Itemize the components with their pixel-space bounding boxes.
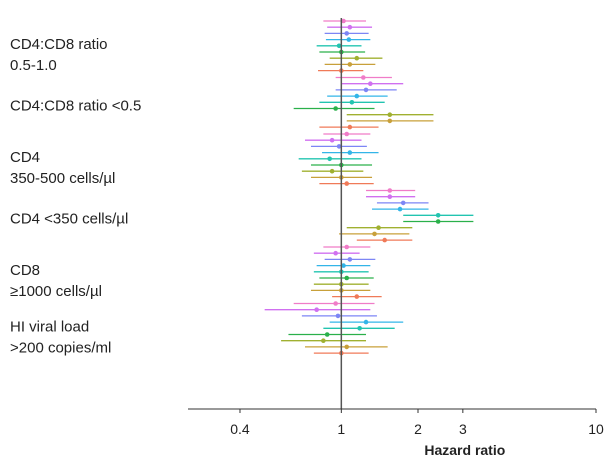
group-label: 350-500 cells/µl [10,170,115,187]
hazard-ratio-point [349,100,355,105]
group-labels: CD4:CD8 ratio 0.5-1.0 CD4:CD8 ratio <0.5 CD… [10,36,141,357]
hazard-ratio-point [372,231,377,237]
hazard-ratio-point [329,137,335,143]
hazard-ratio-point [387,112,393,117]
hazard-ratio-point [354,294,360,299]
x-axis-ticks: 0.4 1 2 3 10 [230,409,604,437]
hazard-ratio-point [333,250,338,256]
hazard-ratio-point [333,301,338,306]
hazard-ratio-point [324,332,330,337]
hazard-ratio-point [347,150,353,155]
group-label: CD4:CD8 ratio <0.5 [10,98,141,115]
hazard-ratio-point [347,257,353,262]
hazard-ratio-point [400,200,406,206]
group-label: CD4 [10,149,40,166]
group-label: HI viral load [10,319,89,336]
hazard-ratio-point [387,188,393,193]
hazard-ratio-point [341,18,346,24]
hazard-ratio-point [397,206,403,212]
confidence-intervals [264,18,474,356]
hazard-ratio-point [336,43,342,49]
group-label: CD4:CD8 ratio [10,36,108,53]
hazard-ratio-point [361,75,366,80]
hazard-ratio-point [344,181,350,186]
x-tick-label: 10 [588,421,604,437]
group-label: ≥1000 cells/µl [10,283,102,300]
hazard-ratio-point [346,37,352,42]
hazard-ratio-point [354,55,360,61]
hazard-ratio-point [347,24,353,30]
hazard-ratio-point [344,131,350,137]
hazard-ratio-point [344,31,350,36]
x-tick-label: 3 [459,421,467,437]
group-label: CD4 <350 cells/µl [10,211,128,228]
hazard-ratio-point [344,344,350,350]
x-tick-label: 2 [414,421,422,437]
x-tick-label: 0.4 [230,421,250,437]
hazard-ratio-point [336,144,342,149]
hazard-ratio-point [387,118,393,124]
x-axis-title: Hazard ratio [424,442,505,458]
hazard-ratio-point [376,225,381,230]
group-label: >200 copies/ml [10,340,111,357]
hazard-ratio-point [368,81,373,86]
x-tick-label: 1 [337,421,345,437]
hazard-ratio-point [354,93,360,99]
hazard-ratio-point [341,263,346,268]
hazard-ratio-point [329,168,335,174]
hazard-ratio-point [363,87,369,93]
hazard-ratio-point [314,307,319,313]
hazard-ratio-point [363,319,369,325]
hazard-ratio-point [335,313,341,319]
hazard-ratio-point [435,219,441,224]
hazard-ratio-point [382,237,387,243]
hazard-ratio-point [344,275,350,281]
hazard-ratio-point [435,213,441,218]
hazard-ratio-point [347,62,353,67]
group-label: 0.5-1.0 [10,57,57,74]
group-label: CD8 [10,262,40,279]
hazard-ratio-point [357,326,362,331]
hazard-ratio-point [347,124,353,130]
hazard-ratio-point [327,156,332,162]
hazard-ratio-point [344,244,350,250]
hazard-ratio-point [333,106,338,111]
hazard-ratio-point [387,194,393,199]
hazard-ratio-point [321,338,326,344]
